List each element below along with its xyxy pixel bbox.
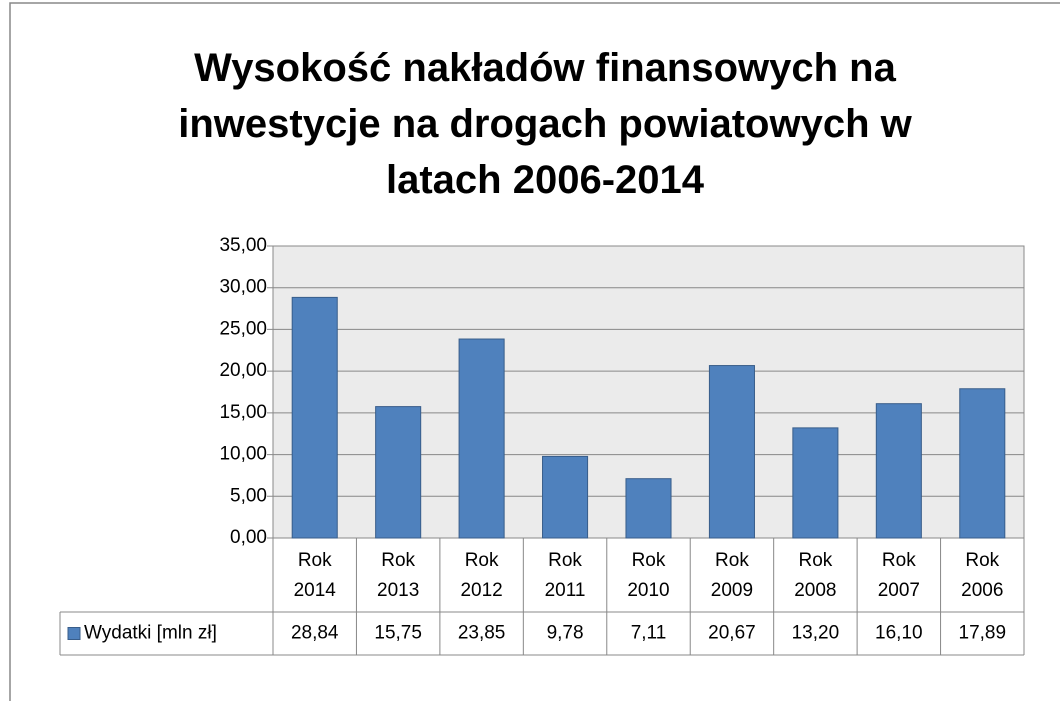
data-table-value: 28,84 (291, 623, 339, 644)
bar (625, 478, 672, 539)
x-tick-label: Rok 2011 (544, 550, 586, 601)
y-tick-label: 30,00 (219, 277, 267, 298)
bar (291, 296, 338, 539)
x-tick-label: Rok 2007 (877, 550, 920, 601)
chart-border (9, 2, 1060, 701)
data-table-value: 9,78 (547, 623, 584, 644)
y-tick-label: 15,00 (219, 402, 267, 423)
y-tick-label: 5,00 (230, 485, 267, 506)
legend-label: Wydatki [mln zł] (84, 623, 217, 644)
x-tick-label: Rok 2012 (460, 550, 503, 601)
x-tick-label: Rok 2006 (961, 550, 1004, 601)
bar (375, 406, 422, 539)
data-table-value: 23,85 (458, 623, 506, 644)
bar (458, 338, 505, 539)
data-table-value: 15,75 (374, 623, 422, 644)
data-table-value: 16,10 (875, 623, 923, 644)
y-tick-label: 10,00 (219, 444, 267, 465)
y-tick-label: 0,00 (230, 527, 267, 548)
chart-title: Wysokość nakładów finansowych na inwesty… (178, 46, 912, 202)
data-table-value: 17,89 (959, 623, 1007, 644)
y-tick-label: 20,00 (219, 360, 267, 381)
bar (708, 365, 755, 539)
bar (875, 403, 922, 539)
x-tick-label: Rok 2010 (627, 550, 670, 601)
bar (542, 455, 589, 539)
x-tick-label: Rok 2008 (794, 550, 837, 601)
data-table-value: 13,20 (792, 623, 840, 644)
x-tick-label: Rok 2009 (710, 550, 754, 601)
y-tick-label: 25,00 (219, 318, 267, 339)
x-tick-label: Rok 2014 (293, 550, 336, 601)
bar (959, 388, 1006, 539)
bar (792, 427, 839, 539)
x-tick-label: Rok 2013 (377, 550, 420, 601)
legend-swatch (67, 627, 81, 640)
data-table-value: 7,11 (631, 623, 667, 644)
y-tick-label: 35,00 (219, 235, 267, 256)
data-table-value: 20,67 (708, 623, 756, 644)
